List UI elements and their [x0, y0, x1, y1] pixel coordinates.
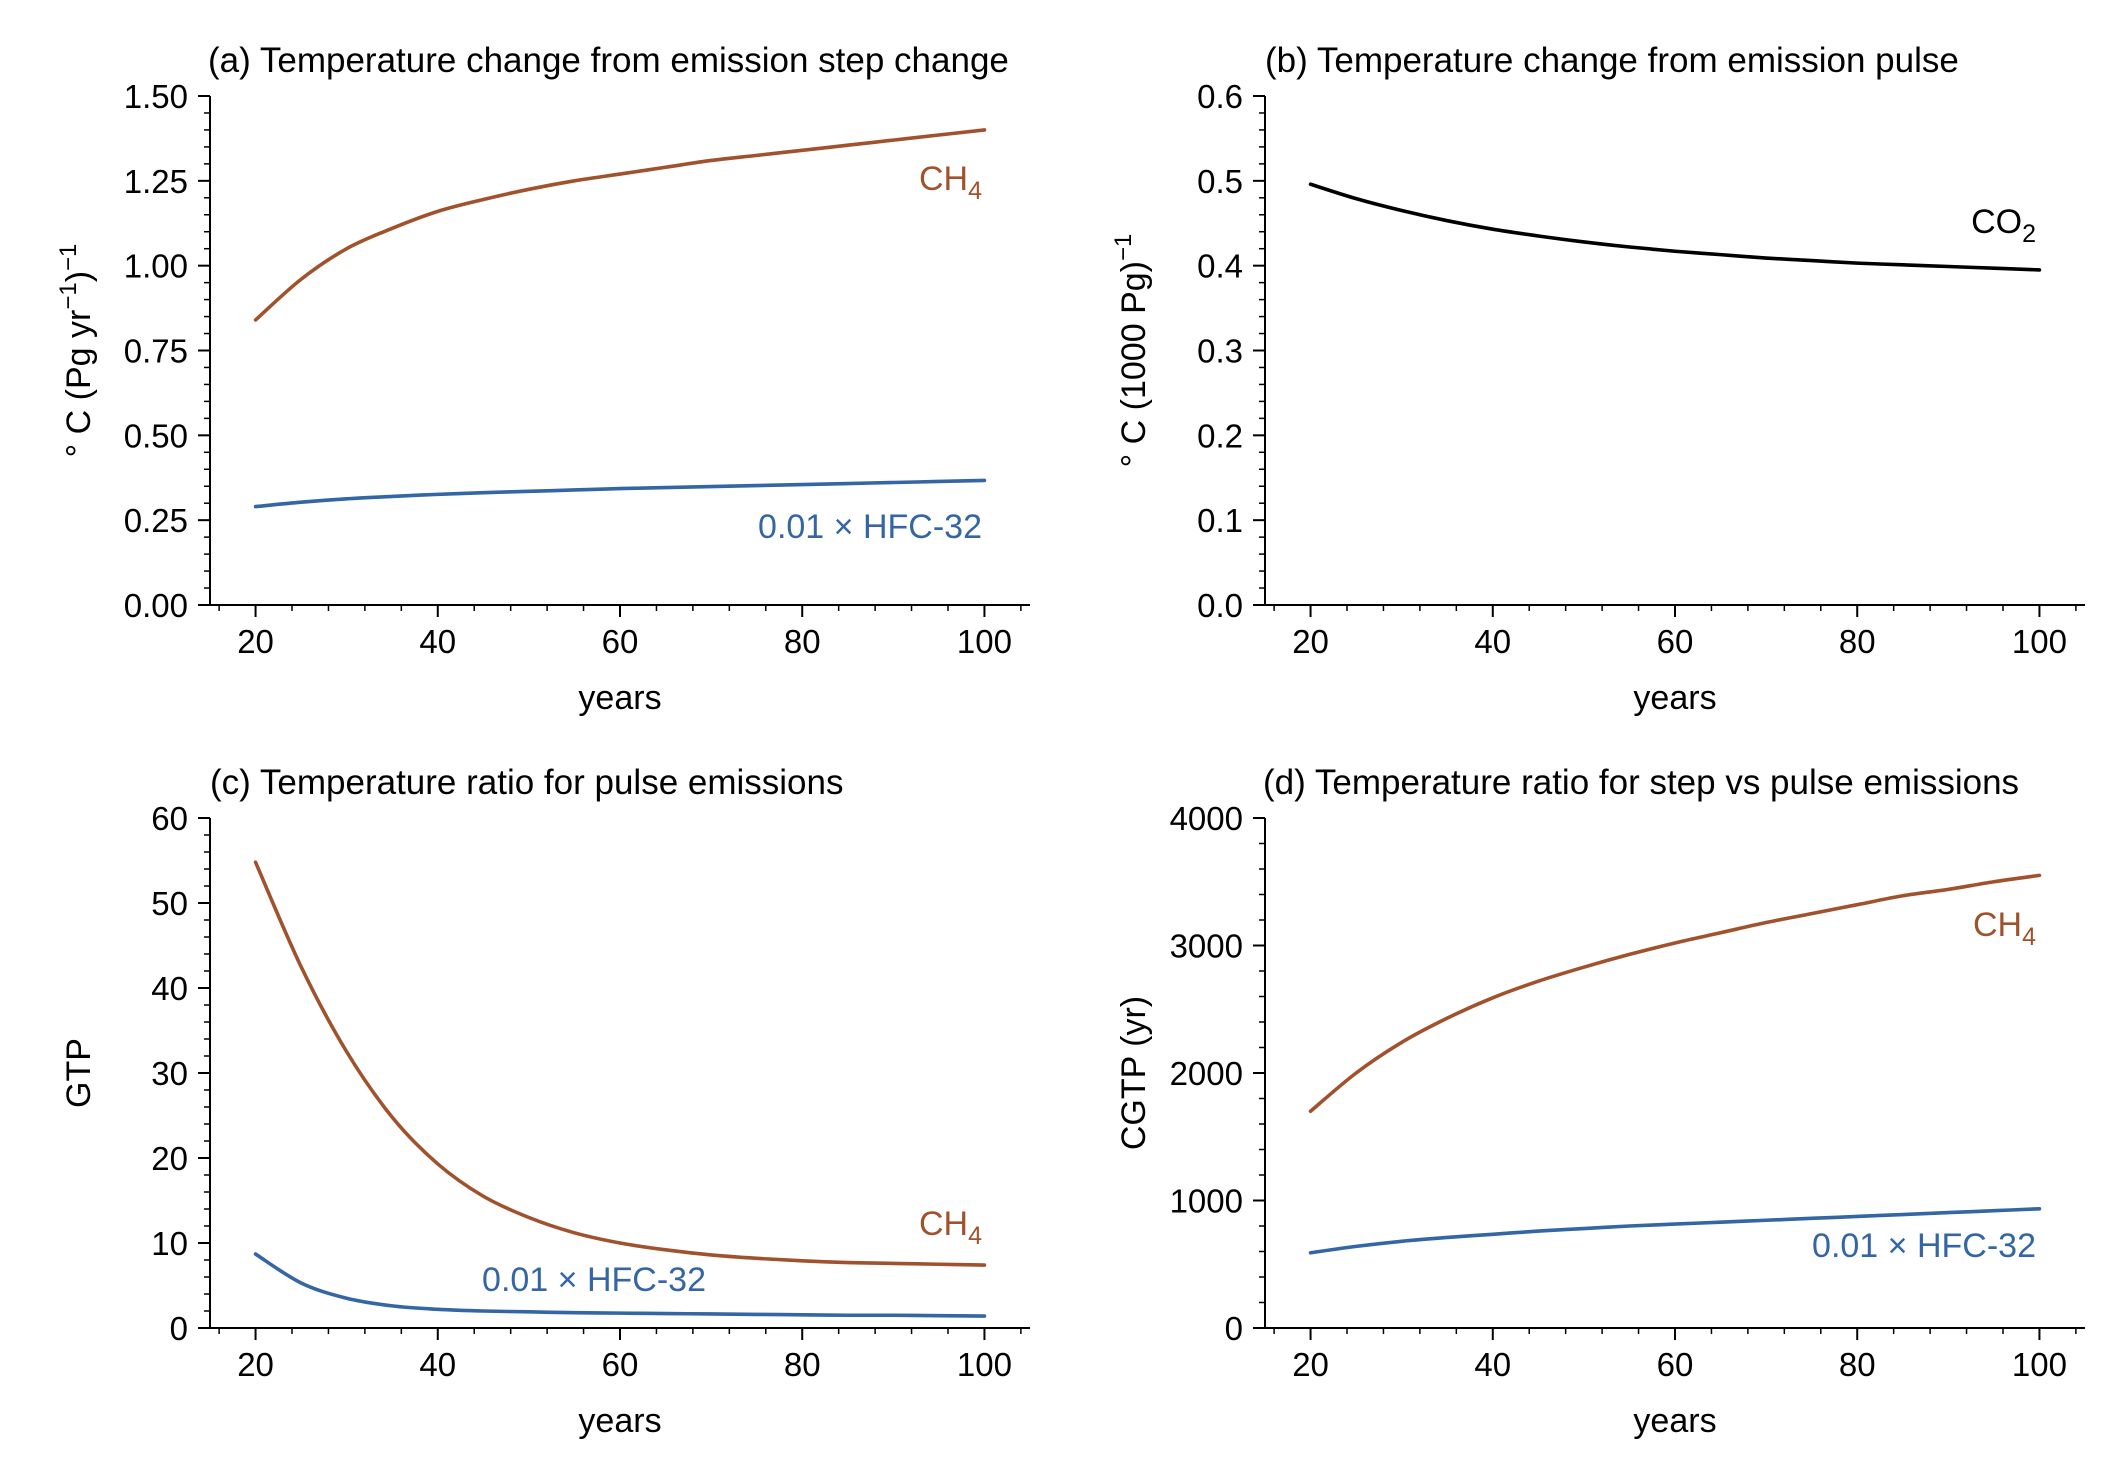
y-tick-label: 2000 [1170, 1055, 1243, 1092]
y-tick-label: 0 [170, 1310, 188, 1347]
series-label-ch4: CH4 [919, 1205, 982, 1250]
y-tick-label: 0.5 [1197, 163, 1243, 200]
y-tick-label: 0 [1225, 1310, 1243, 1347]
y-tick-label: 0.50 [124, 417, 188, 454]
x-tick-label: 100 [2012, 623, 2067, 660]
y-tick-label: 0.1 [1197, 502, 1243, 539]
y-tick-label: 0.6 [1197, 78, 1243, 115]
x-tick-label: 40 [1474, 1346, 1511, 1383]
x-tick-label: 20 [1292, 623, 1329, 660]
y-tick-label: 0.25 [124, 502, 188, 539]
series-label-0-01-hfc-32: 0.01 × HFC-32 [1812, 1227, 2036, 1265]
y-tick-label: 0.75 [124, 333, 188, 370]
panel-title: (d) Temperature ratio for step vs pulse … [1263, 763, 2019, 802]
series-line-0-01-hfc-32 [1308, 1206, 2042, 1255]
y-tick-label: 1000 [1170, 1183, 1243, 1220]
y-axis-label: ° C (1000 Pg)−1 [1110, 234, 1153, 468]
series-label-ch4: CH4 [919, 160, 982, 205]
x-axis-label: years [1633, 679, 1716, 717]
x-tick-label: 100 [2012, 1346, 2067, 1383]
y-tick-label: 50 [151, 885, 188, 922]
y-tick-label: 0.2 [1197, 417, 1243, 454]
panel-a: (a) Temperature change from emission ste… [55, 41, 1030, 717]
x-tick-label: 20 [237, 1346, 274, 1383]
x-tick-label: 100 [957, 623, 1012, 660]
x-tick-label: 40 [419, 1346, 456, 1383]
y-tick-label: 4000 [1170, 800, 1243, 837]
x-axis-label: years [578, 679, 661, 717]
y-tick-label: 1.25 [124, 163, 188, 200]
panel-b: (b) Temperature change from emission pul… [1110, 41, 2085, 717]
y-tick-label: 0.0 [1197, 587, 1243, 624]
y-axis-label: CGTP (yr) [1115, 996, 1153, 1150]
x-tick-label: 40 [1474, 623, 1511, 660]
series-line-0-01-hfc-32 [253, 478, 987, 509]
x-tick-label: 80 [1839, 1346, 1876, 1383]
y-tick-label: 0.4 [1197, 248, 1243, 285]
panel-title: (a) Temperature change from emission ste… [208, 41, 1009, 80]
x-tick-label: 60 [602, 623, 639, 660]
x-tick-label: 60 [1657, 623, 1694, 660]
x-axis-label: years [1633, 1402, 1716, 1440]
series-label-0-01-hfc-32: 0.01 × HFC-32 [482, 1261, 706, 1299]
x-tick-label: 80 [1839, 623, 1876, 660]
y-tick-label: 3000 [1170, 928, 1243, 965]
y-tick-label: 20 [151, 1140, 188, 1177]
panel-title: (b) Temperature change from emission pul… [1265, 41, 1959, 80]
series-label-0-01-hfc-32: 0.01 × HFC-32 [758, 508, 982, 546]
y-tick-label: 10 [151, 1225, 188, 1262]
y-tick-label: 60 [151, 800, 188, 837]
series-line-0-01-hfc-32 [253, 1252, 987, 1318]
series-line-ch4 [253, 860, 987, 1267]
y-tick-label: 0.3 [1197, 333, 1243, 370]
x-tick-label: 80 [784, 1346, 821, 1383]
series-line-ch4 [1308, 873, 2042, 1114]
x-tick-label: 20 [237, 623, 274, 660]
y-tick-label: 1.00 [124, 248, 188, 285]
x-tick-label: 60 [1657, 1346, 1694, 1383]
series-line-ch4 [253, 128, 987, 322]
series-line-co2 [1308, 182, 2042, 272]
panel-title: (c) Temperature ratio for pulse emission… [210, 763, 844, 802]
series-label-ch4: CH4 [1973, 906, 2036, 951]
x-tick-label: 60 [602, 1346, 639, 1383]
y-axis-label: GTP [60, 1038, 98, 1108]
panel-c: (c) Temperature ratio for pulse emission… [60, 763, 1030, 1440]
y-tick-label: 30 [151, 1055, 188, 1092]
x-tick-label: 40 [419, 623, 456, 660]
y-tick-label: 0.00 [124, 587, 188, 624]
series-label-co2: CO2 [1971, 203, 2036, 248]
y-tick-label: 40 [151, 970, 188, 1007]
x-axis-label: years [578, 1402, 661, 1440]
panel-d: (d) Temperature ratio for step vs pulse … [1115, 763, 2085, 1440]
x-tick-label: 80 [784, 623, 821, 660]
x-tick-label: 20 [1292, 1346, 1329, 1383]
x-tick-label: 100 [957, 1346, 1012, 1383]
y-axis-label: ° C (Pg yr−1)−1 [55, 244, 98, 458]
y-tick-label: 1.50 [124, 78, 188, 115]
